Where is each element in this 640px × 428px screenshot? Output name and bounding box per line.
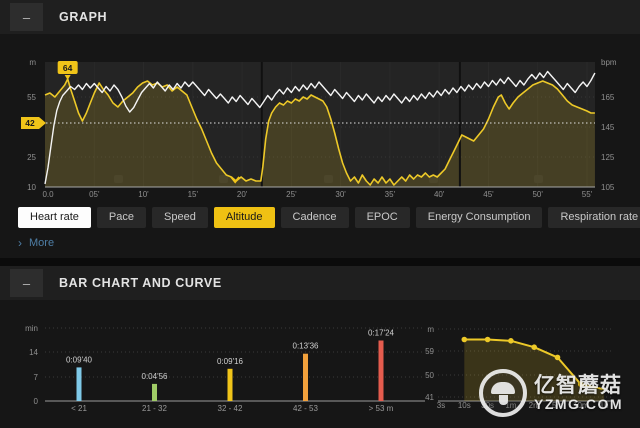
svg-text:30s: 30s (481, 401, 494, 410)
svg-text:25: 25 (27, 153, 36, 162)
zone-bar (152, 383, 157, 401)
more-label: More (29, 237, 55, 249)
svg-text:64: 64 (63, 63, 73, 73)
svg-text:7: 7 (34, 373, 39, 382)
svg-text:2m: 2m (529, 401, 540, 410)
svg-text:1h: 1h (600, 401, 609, 410)
x-tick-label: 0.0 (42, 190, 54, 199)
tab-respiration-rate[interactable]: Respiration rate (548, 207, 640, 228)
chevron-right-icon: › (18, 236, 22, 250)
svg-text:5m: 5m (552, 401, 563, 410)
x-tick-label: 45' (483, 190, 494, 199)
svg-text:10s: 10s (458, 401, 471, 410)
svg-text:1m: 1m (505, 401, 516, 410)
cursor-marker-icon (230, 176, 240, 184)
bar-category-label: 42 - 53 (293, 404, 318, 413)
more-link[interactable]: › More (18, 237, 54, 249)
zone-bar (76, 367, 82, 401)
x-tick-label: 55' (582, 190, 593, 199)
svg-text:55: 55 (27, 93, 36, 102)
bar-category-label: < 21 (71, 404, 87, 413)
tab-cadence[interactable]: Cadence (280, 207, 349, 228)
peak-altitude-tag (57, 61, 78, 74)
svg-text:42: 42 (25, 118, 35, 128)
svg-text:14: 14 (29, 348, 38, 357)
x-tick-label: 25' (286, 190, 297, 199)
curve-point (578, 381, 584, 387)
svg-text:145: 145 (601, 123, 615, 132)
x-tick-label: 50' (532, 190, 543, 199)
tab-energy-consumption[interactable]: Energy Consumption (415, 207, 543, 228)
tab-epoc[interactable]: EPOC (354, 207, 410, 228)
x-tick-label: 10' (138, 190, 149, 199)
bar-category-label: > 53 m (369, 404, 394, 413)
tab-pace[interactable]: Pace (96, 207, 146, 228)
tab-heart-rate[interactable]: Heart rate (18, 207, 91, 228)
curve-point (484, 336, 491, 343)
curve-point (508, 338, 514, 344)
bar-chart-section: – BAR CHART AND CURVE min 14 7 0 0:09'40 < 21… (0, 266, 640, 428)
svg-text:bpm: bpm (601, 58, 617, 67)
collapse-bar-button[interactable]: – (10, 269, 43, 297)
svg-text:10: 10 (27, 183, 36, 192)
bar-section-title: BAR CHART AND CURVE (59, 276, 222, 290)
svg-text:50: 50 (425, 371, 434, 380)
graph-section-title: GRAPH (59, 10, 108, 24)
svg-text:165: 165 (601, 93, 615, 102)
svg-text:41: 41 (425, 393, 434, 402)
minus-icon: – (22, 9, 31, 25)
svg-text:125: 125 (601, 153, 615, 162)
altitude-heartrate-chart[interactable]: 0.0 05' 10' 15' 20' 25' 30' 35' 40' 45' 50' 55' m 55 2… (0, 34, 640, 204)
bar-section-header: – BAR CHART AND CURVE (0, 266, 640, 300)
tab-altitude[interactable]: Altitude (213, 207, 275, 228)
x-tick-label: 35' (385, 190, 396, 199)
x-tick-label: 15' (188, 190, 199, 199)
svg-text:105: 105 (601, 183, 615, 192)
metric-tab-bar: Heart rate Pace Speed Altitude Cadence EPOC En… (18, 207, 640, 228)
collapse-graph-button[interactable]: – (10, 3, 43, 31)
bar-category-label: 32 - 42 (218, 404, 243, 413)
graph-section-header: – GRAPH (0, 0, 640, 34)
threshold-altitude-tag (21, 117, 46, 129)
bar-value-label: 0:04'56 (142, 372, 169, 381)
x-tick-label: 20' (237, 190, 248, 199)
bar-value-label: 0:09'16 (217, 357, 244, 366)
bar-value-label: 0:17'24 (368, 329, 395, 338)
tab-speed[interactable]: Speed (152, 207, 208, 228)
zone-bar (227, 368, 233, 401)
curve-point (461, 336, 468, 343)
bar-value-label: 0:09'40 (66, 355, 93, 364)
svg-text:59: 59 (425, 347, 434, 356)
svg-text:0: 0 (34, 397, 39, 406)
x-tick-label: 30' (335, 190, 346, 199)
svg-text:min: min (25, 324, 38, 333)
graph-section: – GRAPH 0.0 05' 10' 15' 20' 25' 30' 35' 40' 45' 50… (0, 0, 640, 258)
bar-value-label: 0:13'36 (293, 342, 320, 351)
zone-bar-and-peak-curve-charts[interactable]: min 14 7 0 0:09'40 < 21 0:04'56 21 - 32 0:09'16 3… (0, 304, 640, 428)
svg-text:m: m (29, 58, 36, 67)
minus-icon: – (22, 275, 31, 291)
x-tick-label: 05' (89, 190, 100, 199)
x-tick-label: 40' (434, 190, 445, 199)
curve-point (531, 344, 537, 350)
zone-bar (378, 340, 384, 401)
svg-text:10m: 10m (573, 401, 589, 410)
svg-text:3s: 3s (437, 401, 445, 410)
curve-point (554, 354, 561, 361)
svg-text:m: m (427, 325, 434, 334)
zone-bar (303, 353, 308, 401)
bar-category-label: 21 - 32 (142, 404, 167, 413)
